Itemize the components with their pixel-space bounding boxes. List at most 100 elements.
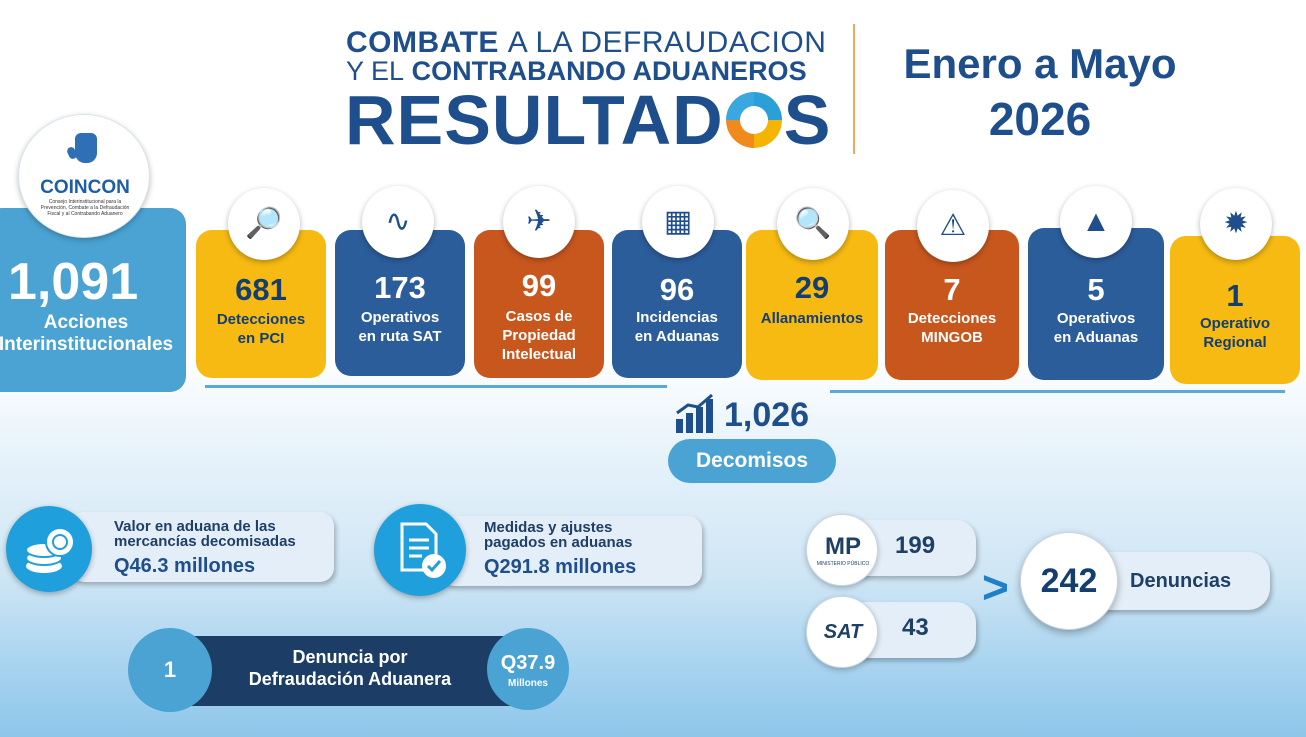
stat-label-4-line-2: en Aduanas: [634, 328, 720, 345]
bar-chart-icon: [676, 393, 713, 433]
header-line-1-bold: COMBATE: [346, 26, 499, 59]
stat-icon-circle-8: ✹: [1200, 188, 1272, 260]
stat-label-1-line-2: en PCI: [237, 330, 285, 347]
valor-aduana-text: Valor en aduana de las mercancías decomi…: [114, 519, 296, 549]
stat-label-3-line-3: Intelectual: [501, 346, 577, 363]
o-ring-icon: [725, 92, 782, 148]
stat-value-1: 681: [235, 272, 287, 307]
acciones-card: [0, 208, 186, 392]
denuncia-bar: [162, 636, 522, 706]
connector-line-left: [205, 385, 667, 388]
road-icon: ∿: [385, 205, 411, 238]
stat-label-2-line-1: Operativos: [360, 309, 440, 326]
page-title: RESULTAD S: [345, 82, 831, 158]
mp-logo: MP MINISTERIO PÚBLICO: [806, 514, 878, 586]
stat-icon-circle-6: ⚠: [917, 190, 989, 262]
medidas-line-1: Medidas y ajustes: [484, 519, 613, 536]
header-line-1-rest: A LA DEFRAUDACION: [507, 26, 827, 59]
stat-value-7: 5: [1087, 272, 1105, 307]
stat-icon-circle-4: ▦: [642, 186, 714, 258]
hand-icon: [75, 133, 97, 163]
acciones-label-line-2: Interinstitucionales: [0, 334, 174, 355]
acciones-label-line-1: Acciones: [43, 312, 129, 333]
stat-label-5-line-1: Allanamientos: [760, 310, 864, 327]
stat-label-2: Operativos en ruta SAT: [335, 308, 465, 346]
coincon-subtitle: Consejo Interinstitucional para la Preve…: [40, 199, 130, 217]
transport-icon: ✈: [526, 205, 552, 238]
valor-aduana-line-2: mercancías decomisadas: [114, 533, 296, 550]
header-line-2-thin: Y EL: [346, 56, 405, 86]
denuncias-label: Denuncias: [1130, 570, 1232, 592]
stat-value-5: 29: [794, 270, 830, 305]
denuncia-line-1: Denuncia por: [292, 647, 408, 667]
header-line-2: Y EL CONTRABANDO ADUANEROS: [346, 56, 807, 87]
central-america-map-icon: ✹: [1223, 207, 1249, 240]
medidas-text: Medidas y ajustes pagados en aduanas: [484, 520, 632, 550]
medidas-line-2: pagados en aduanas: [484, 534, 633, 551]
stat-label-1: Detecciones en PCI: [196, 310, 326, 348]
truck-warning-icon: ⚠: [939, 209, 967, 242]
stat-value-3: 99: [521, 268, 557, 303]
stat-label-7-line-1: Operativos: [1056, 310, 1136, 327]
valor-aduana-amount: Q46.3 millones: [114, 555, 256, 577]
stat-label-1-line-1: Detecciones: [216, 311, 306, 328]
stat-label-7-line-2: en Aduanas: [1053, 329, 1139, 346]
header-line-2-bold: CONTRABANDO ADUANEROS: [411, 56, 807, 86]
container-icon: ▦: [663, 205, 693, 238]
header-line-1: COMBATE A LA DEFRAUDACION: [346, 26, 826, 60]
period-line-2: 2026: [988, 93, 1092, 145]
denuncia-unit: Millones: [507, 678, 548, 689]
decomisos-value: 1,026: [724, 396, 810, 434]
mp-logo-text: MP: [825, 533, 861, 560]
stat-label-5: Allanamientos: [746, 309, 878, 328]
stat-value-4: 96: [659, 272, 695, 307]
stat-icon-circle-7: ▲: [1060, 186, 1132, 258]
stat-label-3-line-2: Propiedad: [502, 327, 576, 344]
coincon-name: COINCON: [40, 177, 130, 198]
stat-icon-circle-3: ✈: [503, 186, 575, 258]
stat-label-8: Operativo Regional: [1170, 314, 1300, 352]
coincon-logo: COINCON Consejo Interinstitucional para …: [18, 114, 150, 238]
period-line-1: Enero a Mayo: [903, 40, 1177, 87]
stat-label-2-line-2: en ruta SAT: [358, 328, 442, 345]
stat-label-6-line-2: MINGOB: [921, 329, 983, 346]
stat-label-8-line-1: Operativo: [1199, 315, 1271, 332]
title-part-a: RESULTAD: [345, 81, 724, 159]
stat-value-2: 173: [374, 270, 426, 305]
stat-card-operativo-regional: [1170, 236, 1300, 384]
stat-label-3-line-1: Casos de: [505, 308, 573, 325]
valor-aduana-circle: [6, 506, 92, 592]
sat-value: 43: [902, 614, 929, 641]
stat-label-7: Operativos en Aduanas: [1028, 309, 1164, 347]
stat-value-6: 7: [943, 272, 961, 307]
title-part-b: S: [783, 81, 832, 159]
mp-logo-subtext: MINISTERIO PÚBLICO: [816, 561, 870, 567]
medidas-pill: [440, 516, 702, 586]
stat-label-4: Incidencias en Aduanas: [612, 308, 742, 346]
stat-icon-circle-1: 🔎: [228, 188, 300, 260]
greater-than-symbol: >: [982, 561, 1009, 613]
medidas-amount: Q291.8 millones: [484, 556, 637, 578]
connector-line-right: [830, 390, 1285, 393]
valor-aduana-line-1: Valor en aduana de las: [114, 518, 276, 535]
coins-icon: [25, 527, 75, 573]
acciones-total: 1,091: [8, 253, 139, 311]
denuncia-line-2: Defraudación Aduanera: [248, 669, 452, 689]
inspection-icon: 🔍: [794, 207, 832, 240]
decomisos-label: Decomisos: [668, 439, 836, 483]
stat-label-6-line-1: Detecciones: [907, 310, 997, 327]
acciones-label: Acciones Interinstitucionales: [0, 312, 186, 356]
stat-value-8: 1: [1226, 278, 1244, 313]
stat-label-6: Detecciones MINGOB: [885, 309, 1019, 347]
denuncias-total: 242: [1020, 532, 1118, 630]
medidas-circle: [374, 504, 466, 596]
sat-logo: SAT: [806, 596, 878, 668]
header-divider: [853, 24, 855, 154]
denuncia-amount-circle: Q37.9 Millones: [487, 628, 569, 710]
stat-label-8-line-2: Regional: [1203, 334, 1267, 351]
denuncia-amount: Q37.9: [500, 652, 556, 674]
traffic-cone-icon: ▲: [1081, 205, 1111, 238]
sat-logo-text: SAT: [823, 621, 863, 643]
stat-label-3: Casos de Propiedad Intelectual: [474, 307, 604, 364]
valor-aduana-pill: [70, 512, 334, 582]
